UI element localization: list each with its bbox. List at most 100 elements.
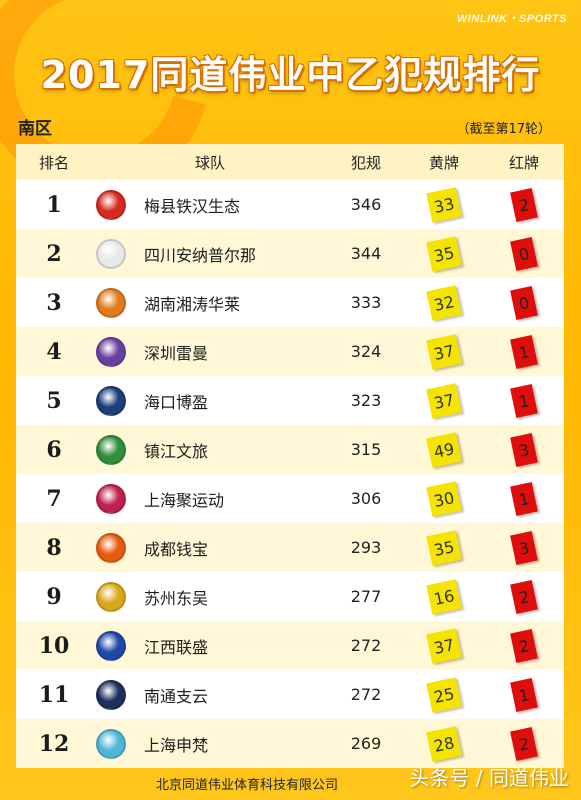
header-red: 红牌 [508, 153, 539, 172]
red-cell: 3 [484, 432, 564, 467]
team-badge-icon [96, 385, 126, 416]
fouls-cell: 323 [350, 391, 382, 410]
yellow-cell: 28 [404, 725, 484, 762]
table-row: 7 上海聚运动 306 30 1 [16, 474, 564, 523]
fouls-cell: 272 [350, 636, 382, 655]
fouls-cell: 333 [350, 293, 382, 312]
rank-number: 2 [46, 240, 62, 267]
yellow-card-icon: 35 [426, 235, 462, 272]
red-cell: 0 [484, 236, 564, 271]
table-row: 5 海口博盈 323 37 1 [16, 376, 564, 425]
red-card-icon: 3 [510, 530, 538, 565]
watermark: 头条号 / 同道伟业 [409, 766, 569, 790]
team-name: 梅县铁汉生态 [144, 196, 241, 216]
table-row: 4 深圳雷曼 324 37 1 [16, 327, 564, 376]
red-card-icon: 2 [510, 579, 538, 614]
red-card-icon: 1 [510, 334, 538, 369]
rank-number: 11 [38, 681, 70, 708]
brand-logo-text: WINLINK・SPORTS [456, 13, 567, 25]
rank-number: 5 [46, 387, 62, 414]
table-row: 9 苏州东吴 277 16 2 [16, 572, 564, 621]
red-card-icon: 1 [510, 383, 538, 418]
team-badge-icon [96, 483, 126, 514]
yellow-cell: 37 [404, 627, 484, 664]
team-cell: 海口博盈 [92, 385, 328, 416]
fouls-cell: 344 [350, 244, 382, 263]
rank-number: 10 [38, 632, 70, 659]
team-name: 上海申梵 [144, 735, 209, 755]
rank-number: 6 [46, 436, 62, 463]
yellow-card-icon: 25 [426, 676, 462, 713]
foul-ranking-table: 排名 球队 犯规 黄牌 红牌 1 梅县铁汉生态 346 33 2 2 四川安纳普尔那 344 3… [16, 144, 564, 768]
yellow-card-icon: 37 [426, 382, 462, 419]
team-name: 苏州东吴 [144, 588, 209, 608]
team-name: 海口博盈 [144, 392, 209, 412]
yellow-card-icon: 28 [426, 725, 462, 762]
team-badge-icon [96, 189, 126, 220]
yellow-cell: 25 [404, 676, 484, 713]
red-card-icon: 2 [510, 628, 538, 663]
rank-number: 4 [46, 338, 62, 365]
team-cell: 四川安纳普尔那 [92, 238, 328, 269]
rank-cell: 11 [16, 682, 92, 708]
rank-cell: 7 [16, 486, 92, 512]
rank-cell: 5 [16, 388, 92, 414]
red-card-icon: 3 [510, 432, 538, 467]
team-cell: 镇江文旅 [92, 434, 328, 465]
header-rank: 排名 [38, 153, 69, 172]
fouls-cell: 315 [350, 440, 382, 459]
rank-number: 1 [46, 191, 62, 218]
rank-cell: 9 [16, 584, 92, 610]
rank-cell: 1 [16, 192, 92, 218]
header-fouls: 犯规 [350, 153, 381, 172]
red-cell: 3 [484, 530, 564, 565]
team-name: 深圳雷曼 [144, 343, 209, 363]
team-cell: 上海申梵 [92, 728, 328, 759]
round-note: （截至第17轮） [456, 122, 551, 137]
table-row: 11 南通支云 272 25 1 [16, 670, 564, 719]
yellow-cell: 35 [404, 529, 484, 566]
yellow-card-icon: 33 [426, 186, 462, 223]
yellow-card-icon: 35 [426, 529, 462, 566]
team-badge-icon [96, 287, 126, 318]
yellow-cell: 49 [404, 431, 484, 468]
red-card-icon: 0 [510, 285, 538, 320]
header-team: 球队 [194, 153, 225, 172]
fouls-cell: 306 [350, 489, 382, 508]
fouls-cell: 346 [350, 195, 382, 214]
yellow-cell: 33 [404, 186, 484, 223]
team-badge-icon [96, 434, 126, 465]
red-cell: 1 [484, 677, 564, 712]
table-body: 1 梅县铁汉生态 346 33 2 2 四川安纳普尔那 344 35 0 3 湖南湘涛华莱 333 32 0… [16, 180, 564, 768]
fouls-cell: 269 [350, 734, 382, 753]
red-cell: 0 [484, 285, 564, 320]
table-header: 排名 球队 犯规 黄牌 红牌 [16, 144, 564, 180]
rank-number: 9 [46, 583, 62, 610]
yellow-card-icon: 32 [426, 284, 462, 321]
page-title: 2017同道伟业中乙犯规排行 [40, 53, 541, 97]
red-card-icon: 0 [510, 236, 538, 271]
red-cell: 2 [484, 726, 564, 761]
yellow-cell: 37 [404, 382, 484, 419]
region-label: 南区 [18, 119, 52, 139]
fouls-cell: 324 [350, 342, 382, 361]
team-cell: 上海聚运动 [92, 483, 328, 514]
yellow-card-icon: 16 [426, 578, 462, 615]
team-name: 南通支云 [144, 686, 209, 706]
rank-cell: 2 [16, 241, 92, 267]
team-name: 镇江文旅 [144, 441, 209, 461]
fouls-cell: 277 [350, 587, 382, 606]
table-row: 1 梅县铁汉生态 346 33 2 [16, 180, 564, 229]
red-cell: 1 [484, 334, 564, 369]
team-name: 成都钱宝 [144, 539, 209, 559]
team-cell: 成都钱宝 [92, 532, 328, 563]
red-cell: 2 [484, 579, 564, 614]
rank-number: 12 [38, 730, 70, 757]
fouls-cell: 293 [350, 538, 382, 557]
fouls-cell: 272 [350, 685, 382, 704]
red-card-icon: 1 [510, 481, 538, 516]
team-cell: 湖南湘涛华莱 [92, 287, 328, 318]
rank-number: 8 [46, 534, 62, 561]
team-name: 上海聚运动 [144, 490, 225, 510]
yellow-cell: 32 [404, 284, 484, 321]
